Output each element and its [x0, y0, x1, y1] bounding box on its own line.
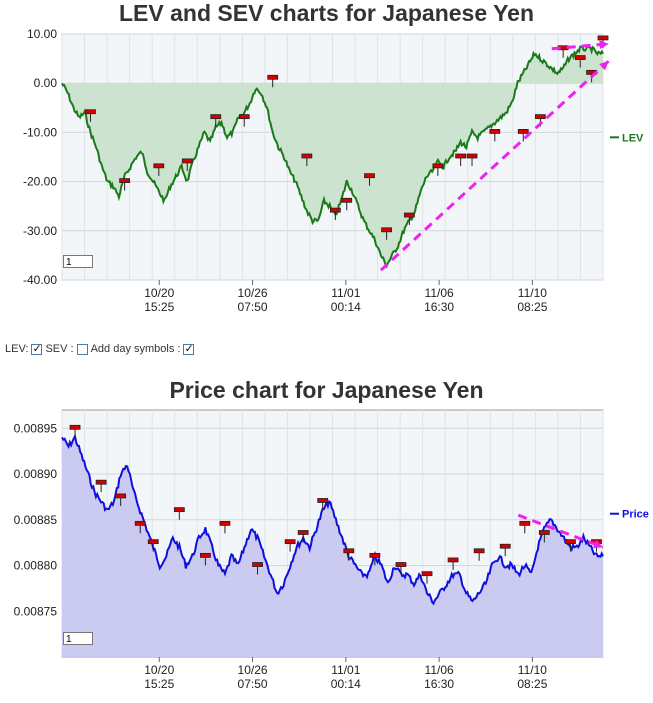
lev-day-marker	[238, 114, 250, 120]
lev-day-marker	[517, 128, 529, 134]
lev-y-tick-label: -30.00	[23, 224, 57, 238]
lev-x-tick-date: 10/20	[144, 286, 174, 300]
lev-legend-label: LEV	[622, 132, 644, 144]
price-trend-line	[517, 513, 604, 549]
lev-day-marker	[85, 109, 96, 115]
lev-x-tick-date: 11/06	[425, 286, 454, 300]
price-y-tick-label: 0.00890	[14, 467, 58, 481]
price-x-tick-time: 08:25	[517, 677, 547, 691]
price-day-marker	[134, 520, 146, 526]
price-x-tick-time: 15:25	[144, 677, 174, 691]
price-legend-label: Price	[622, 509, 649, 521]
price-y-tick-label: 0.00895	[14, 421, 58, 435]
price-series-area	[62, 436, 603, 657]
price-x-tick-time: 07:50	[238, 677, 268, 691]
price-day-marker	[252, 562, 263, 567]
lev-day-marker	[403, 212, 415, 218]
lev-y-tick-label: -20.00	[23, 175, 57, 189]
lev-label: LEV:	[5, 343, 29, 355]
lev-day-marker	[153, 163, 165, 169]
lev-zoom-input[interactable]: 1	[63, 255, 93, 268]
lev-x-tick-time: 07:50	[238, 300, 268, 314]
price-trend-arrowhead	[593, 539, 603, 549]
price-day-marker	[69, 424, 81, 430]
lev-x-tick-date: 10/26	[238, 286, 268, 300]
price-x-tick-date: 11/06	[425, 663, 454, 677]
price-day-marker	[395, 562, 407, 567]
price-day-marker	[421, 571, 433, 577]
price-day-marker	[317, 498, 329, 503]
price-day-marker	[538, 530, 550, 535]
lev-day-marker	[574, 55, 586, 60]
lev-y-tick-label: 10.00	[27, 27, 57, 41]
price-day-marker	[95, 479, 107, 485]
lev-trend-line	[379, 59, 610, 272]
price-x-tick-date: 10/20	[144, 663, 174, 677]
price-x-tick-date: 11/10	[518, 663, 547, 677]
series-controls: LEV: SEV : Add day symbols :	[5, 342, 195, 355]
lev-day-marker	[489, 128, 501, 134]
lev-day-marker	[341, 197, 353, 203]
price-day-marker	[565, 539, 576, 545]
lev-x-tick-time: 15:25	[144, 300, 174, 314]
price-day-marker	[115, 493, 127, 499]
price-day-marker	[343, 548, 355, 554]
lev-chart[interactable]: 10.00 0.00 -10.00 -20.00 -30.00 -40.00 10/2015…	[0, 0, 653, 330]
lev-x-tick-time: 08:25	[517, 300, 547, 314]
day-symbols-checkbox[interactable]	[183, 342, 195, 355]
lev-x-tick-date: 11/10	[518, 286, 547, 300]
lev-y-tick-label: -10.00	[23, 125, 57, 139]
lev-day-marker	[301, 153, 313, 159]
lev-day-marker	[267, 74, 279, 80]
lev-chart-title: LEV and SEV charts for Japanese Yen	[118, 0, 535, 26]
price-y-tick-label: 0.00875	[14, 604, 58, 618]
lev-day-marker	[329, 207, 341, 213]
lev-day-marker	[210, 114, 222, 120]
lev-day-marker	[466, 153, 478, 159]
lev-y-tick-label: -40.00	[23, 273, 57, 287]
price-zoom-input[interactable]: 1	[63, 632, 93, 645]
lev-x-tick-time: 16:30	[424, 300, 454, 314]
lev-day-marker	[597, 35, 609, 41]
price-x-tick-time: 16:30	[424, 677, 454, 691]
lev-day-marker	[432, 163, 444, 169]
lev-day-marker	[119, 178, 131, 184]
price-day-marker	[199, 552, 211, 558]
sev-checkbox[interactable]	[76, 343, 88, 355]
price-y-tick-label: 0.00880	[14, 559, 58, 573]
price-day-marker	[519, 520, 531, 526]
price-day-marker	[147, 539, 159, 545]
price-day-marker	[473, 548, 485, 554]
lev-x-tick-date: 11/01	[331, 286, 360, 300]
price-day-marker	[447, 557, 459, 563]
price-y-tick-label: 0.00885	[14, 513, 58, 527]
lev-series-area	[62, 46, 603, 267]
price-x-tick-date: 10/26	[238, 663, 268, 677]
lev-trend-arrowhead	[599, 61, 609, 71]
sev-label: SEV :	[45, 343, 74, 355]
price-chart-title: Price chart for Japanese Yen	[169, 377, 484, 403]
day-symbols-label: Add day symbols :	[90, 343, 181, 355]
lev-checkbox[interactable]	[31, 342, 43, 355]
lev-day-marker	[181, 158, 193, 164]
price-day-marker	[297, 530, 309, 535]
lev-y-tick-label: 0.00	[34, 76, 58, 90]
lev-day-marker	[455, 153, 467, 159]
lev-day-marker	[534, 114, 546, 120]
lev-x-tick-time: 00:14	[331, 300, 361, 314]
price-day-marker	[499, 543, 511, 549]
lev-trend-line	[551, 42, 609, 51]
price-x-tick-date: 11/01	[331, 663, 360, 677]
lev-trend-arrowhead	[599, 40, 609, 49]
price-day-marker	[219, 520, 231, 526]
price-day-marker	[173, 507, 185, 513]
price-day-marker	[369, 552, 381, 558]
price-day-marker	[284, 539, 296, 545]
lev-day-marker	[364, 173, 375, 179]
lev-day-marker	[381, 227, 393, 233]
price-x-tick-time: 00:14	[331, 677, 361, 691]
